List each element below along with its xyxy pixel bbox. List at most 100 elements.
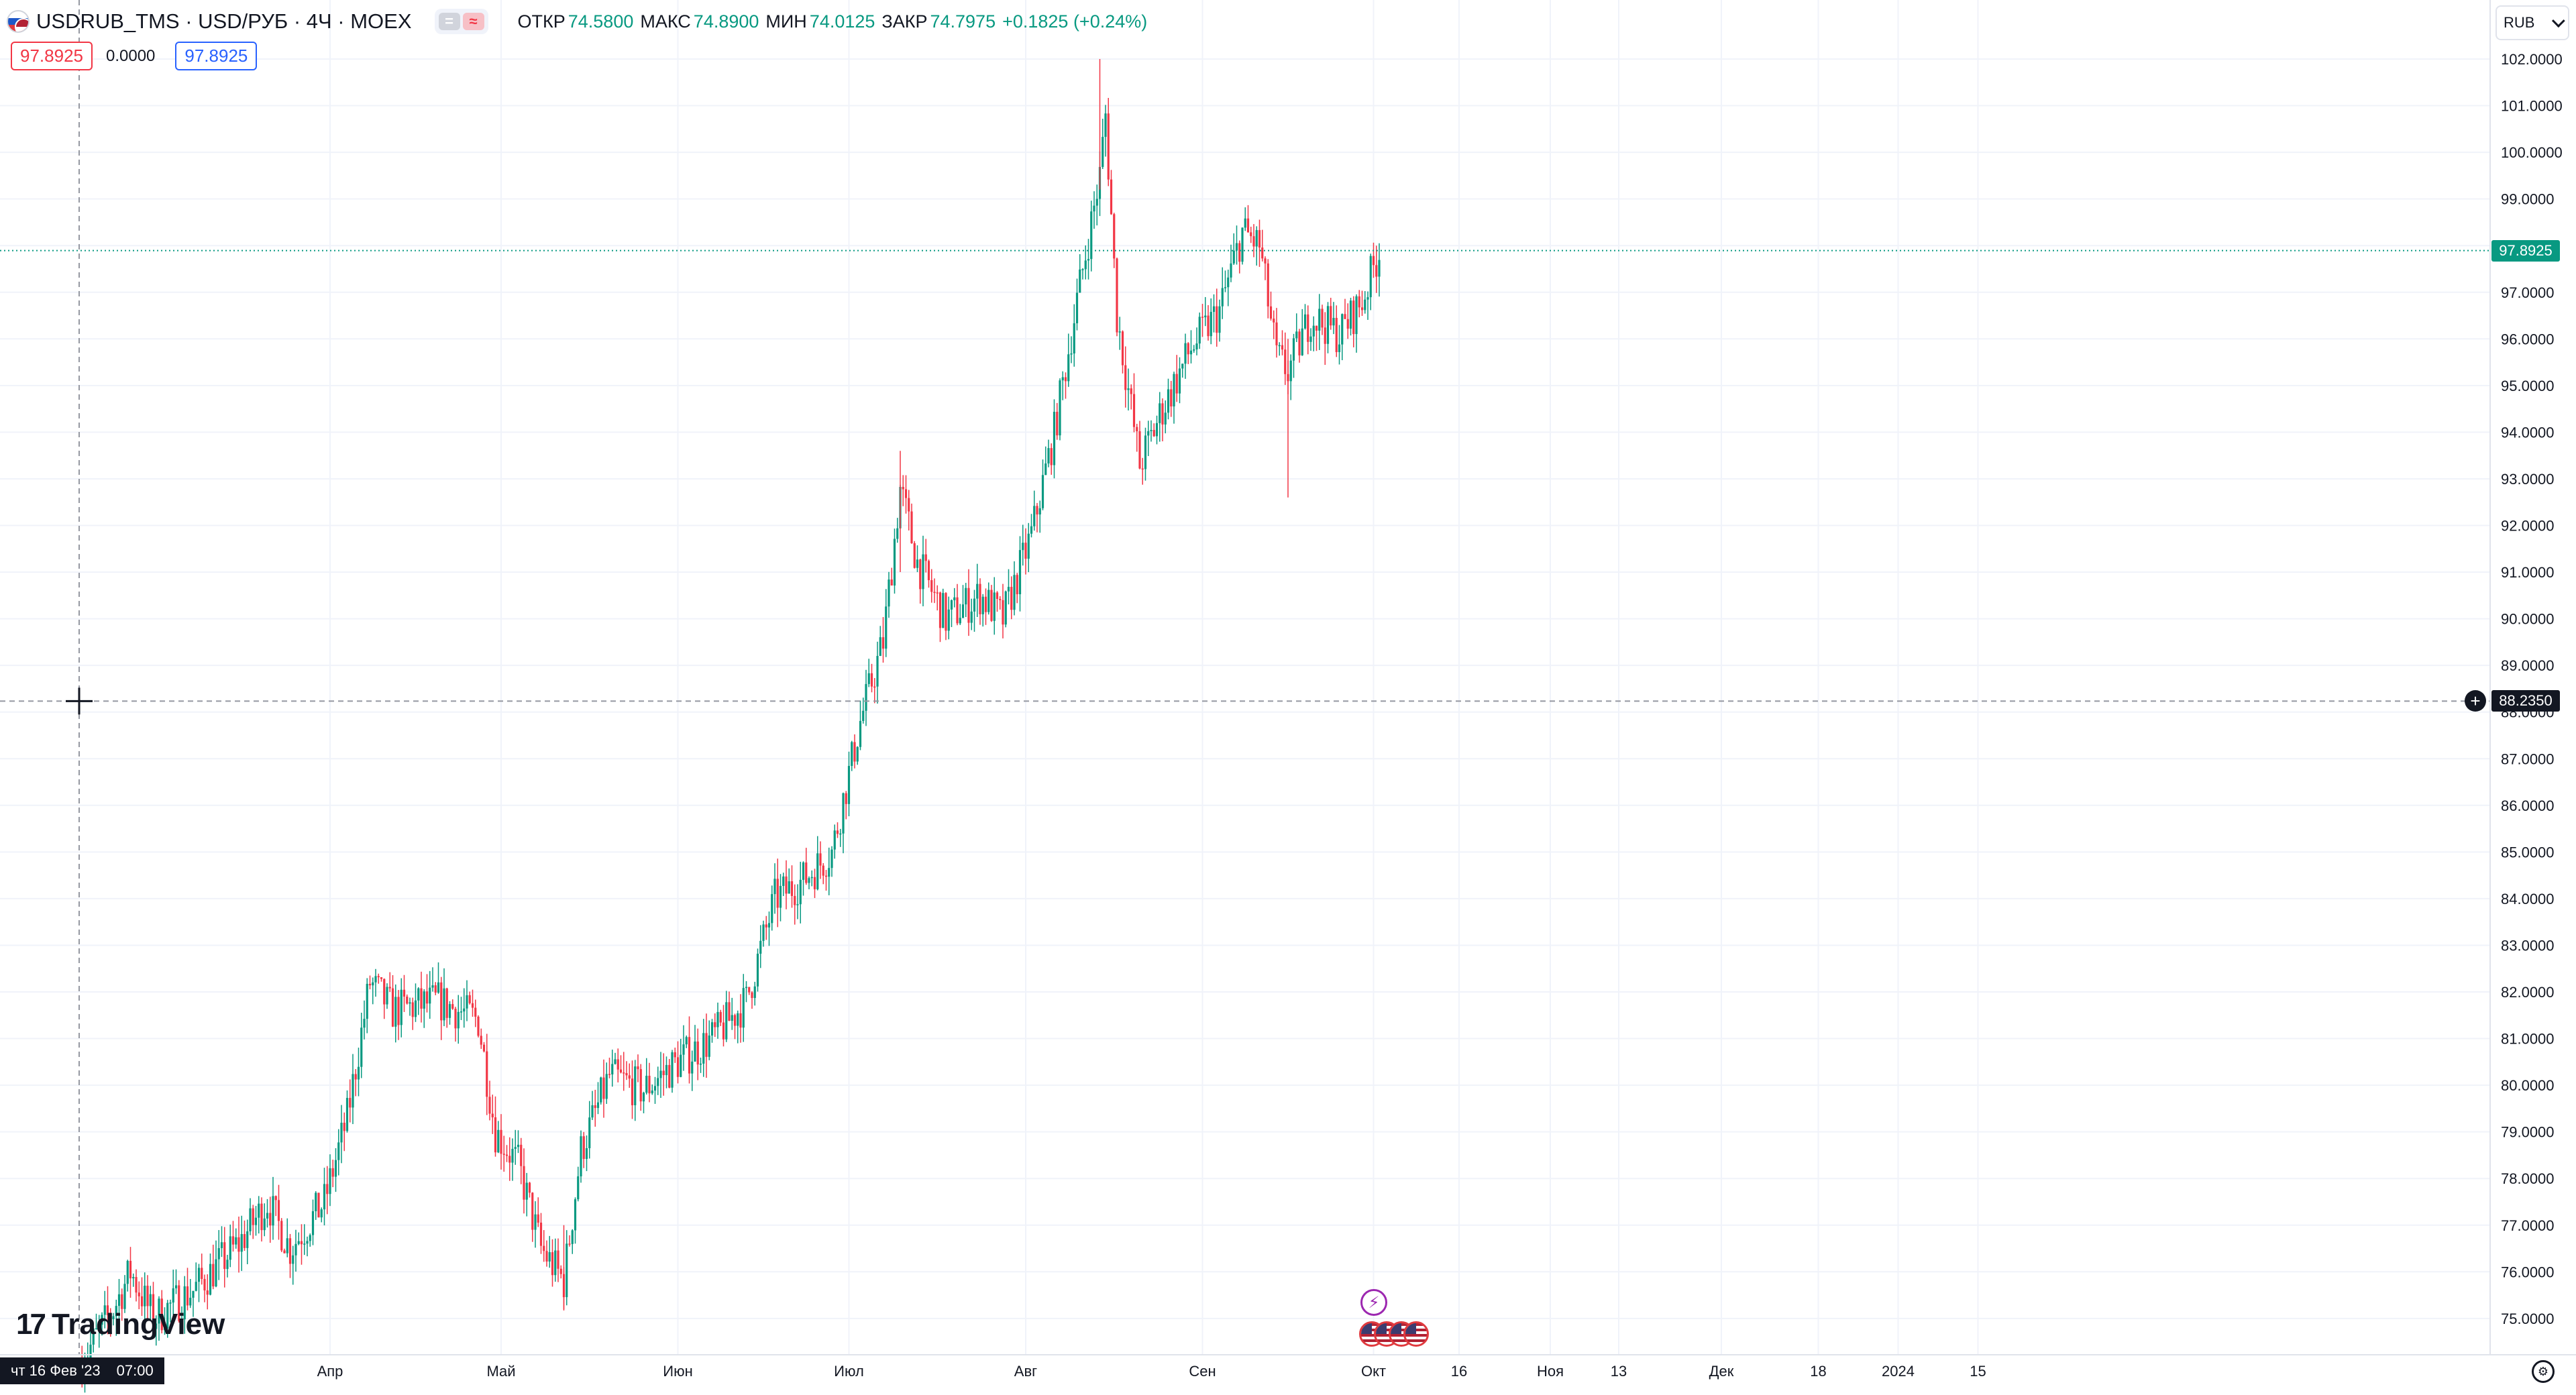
candle-body xyxy=(922,554,924,590)
buy-button[interactable]: 97.8925 xyxy=(175,42,258,70)
candle-body xyxy=(1301,328,1303,355)
chevron-down-icon xyxy=(2551,14,2565,28)
candle-body xyxy=(92,1328,95,1345)
candle-body xyxy=(468,995,471,1003)
candle-body xyxy=(737,1013,739,1026)
candle-body xyxy=(272,1196,274,1226)
candle-body xyxy=(334,1160,337,1177)
candle-body xyxy=(1235,243,1238,251)
open-label: ОТКР xyxy=(517,11,566,32)
candle-body xyxy=(1118,331,1121,333)
crosshair-time-badge: чт 16 Фев '23 07:00 xyxy=(0,1357,164,1384)
candle-body xyxy=(140,1296,144,1306)
candle-body xyxy=(543,1245,545,1251)
candle-body xyxy=(1241,227,1244,262)
candle-body xyxy=(1349,300,1352,329)
candle-body xyxy=(722,1022,725,1040)
candle-body xyxy=(491,1113,494,1117)
candle-body xyxy=(765,924,767,928)
candle-body xyxy=(1038,508,1041,515)
candle-body xyxy=(893,539,896,586)
candle-body xyxy=(753,986,756,999)
candle-body xyxy=(223,1242,226,1270)
candle-body xyxy=(990,590,993,621)
plus-circle-icon[interactable]: + xyxy=(2465,690,2486,712)
candle-body xyxy=(1087,259,1090,261)
us-flag-icon[interactable] xyxy=(1374,1321,1399,1347)
candle-body xyxy=(1189,350,1193,355)
candle-body xyxy=(1250,232,1252,237)
candle-body xyxy=(1090,211,1093,260)
candle-body xyxy=(423,991,425,1009)
spread-value: 0.0000 xyxy=(105,46,156,65)
economic-events[interactable] xyxy=(1359,1321,1429,1347)
candle-body xyxy=(1207,315,1210,337)
us-flag-icon[interactable] xyxy=(1403,1321,1429,1347)
time-tick-label: Ноя xyxy=(1537,1363,1564,1380)
candle-body xyxy=(571,1230,574,1244)
gear-icon[interactable]: ⚙ xyxy=(2532,1360,2555,1383)
candle-body xyxy=(745,987,748,989)
candle-body xyxy=(263,1218,266,1231)
candle-body xyxy=(126,1260,129,1284)
candle-body xyxy=(788,881,790,894)
candle-body xyxy=(112,1316,115,1319)
candle-body xyxy=(511,1149,514,1163)
candle-body xyxy=(195,1282,197,1291)
candle-body xyxy=(212,1264,215,1287)
candle-body xyxy=(345,1098,349,1131)
candle-body xyxy=(981,596,984,614)
candle-body xyxy=(731,1015,733,1021)
tradingview-logo[interactable]: 17 TradingView xyxy=(16,1308,225,1341)
candle-body xyxy=(1167,389,1170,413)
time-tick-label: 15 xyxy=(1970,1363,1986,1380)
price-axis[interactable]: 102.0000101.0000100.000099.000098.000097… xyxy=(2489,0,2563,1355)
candle-body xyxy=(822,865,824,876)
symbol-title[interactable]: USDRUB_TMS · USD/РУБ · 4Ч · MOEX xyxy=(36,9,412,33)
candle-body xyxy=(374,976,377,983)
candle-body xyxy=(950,600,953,610)
candle-body xyxy=(639,1069,642,1102)
candle-body xyxy=(879,637,881,657)
candle-body xyxy=(231,1236,235,1245)
candle-body xyxy=(1307,314,1309,342)
candle-body xyxy=(454,1009,457,1029)
candle-body xyxy=(337,1142,340,1160)
candle-body xyxy=(1121,331,1124,366)
candle-body xyxy=(1269,306,1273,319)
currency-select[interactable]: RUB xyxy=(2496,5,2569,40)
candle-body xyxy=(106,1305,109,1316)
candle-body xyxy=(292,1255,294,1264)
price-tick-label: 86.0000 xyxy=(2501,797,2555,814)
approx-pill-icon[interactable]: ≈ xyxy=(462,13,484,30)
equals-pill-icon[interactable]: = xyxy=(438,13,460,30)
candle-body xyxy=(277,1200,280,1221)
sell-button[interactable]: 97.8925 xyxy=(11,42,93,70)
candle-body xyxy=(867,673,870,684)
candle-body xyxy=(739,1013,742,1028)
candle-body xyxy=(235,1237,237,1245)
candle-body xyxy=(123,1284,126,1309)
candle-body xyxy=(856,746,859,762)
lightning-event-icon[interactable]: ⚡ xyxy=(1360,1289,1387,1316)
candle-body xyxy=(274,1196,277,1201)
candle-body xyxy=(625,1072,628,1076)
candle-body xyxy=(1047,448,1050,464)
candle-body xyxy=(494,1117,497,1153)
candle-body xyxy=(659,1070,662,1078)
candle-body xyxy=(710,1022,714,1036)
candle-body xyxy=(591,1105,594,1118)
time-axis[interactable]: Апр Май Июн Июл Авг Сен Окт 16 Ноя 13 Дек 18 2024 15 xyxy=(0,1354,2576,1380)
candle-body xyxy=(987,590,990,612)
price-tick-label: 102.0000 xyxy=(2501,51,2563,68)
candle-body xyxy=(696,1041,699,1065)
candle-body xyxy=(215,1259,217,1287)
candle-body xyxy=(517,1144,520,1148)
candle-body xyxy=(1344,314,1346,319)
candle-body xyxy=(1267,263,1269,306)
indicator-pills[interactable]: = ≈ xyxy=(434,9,488,34)
candle-body xyxy=(973,598,976,612)
candle-body xyxy=(557,1250,559,1269)
candle-body xyxy=(1155,423,1159,437)
